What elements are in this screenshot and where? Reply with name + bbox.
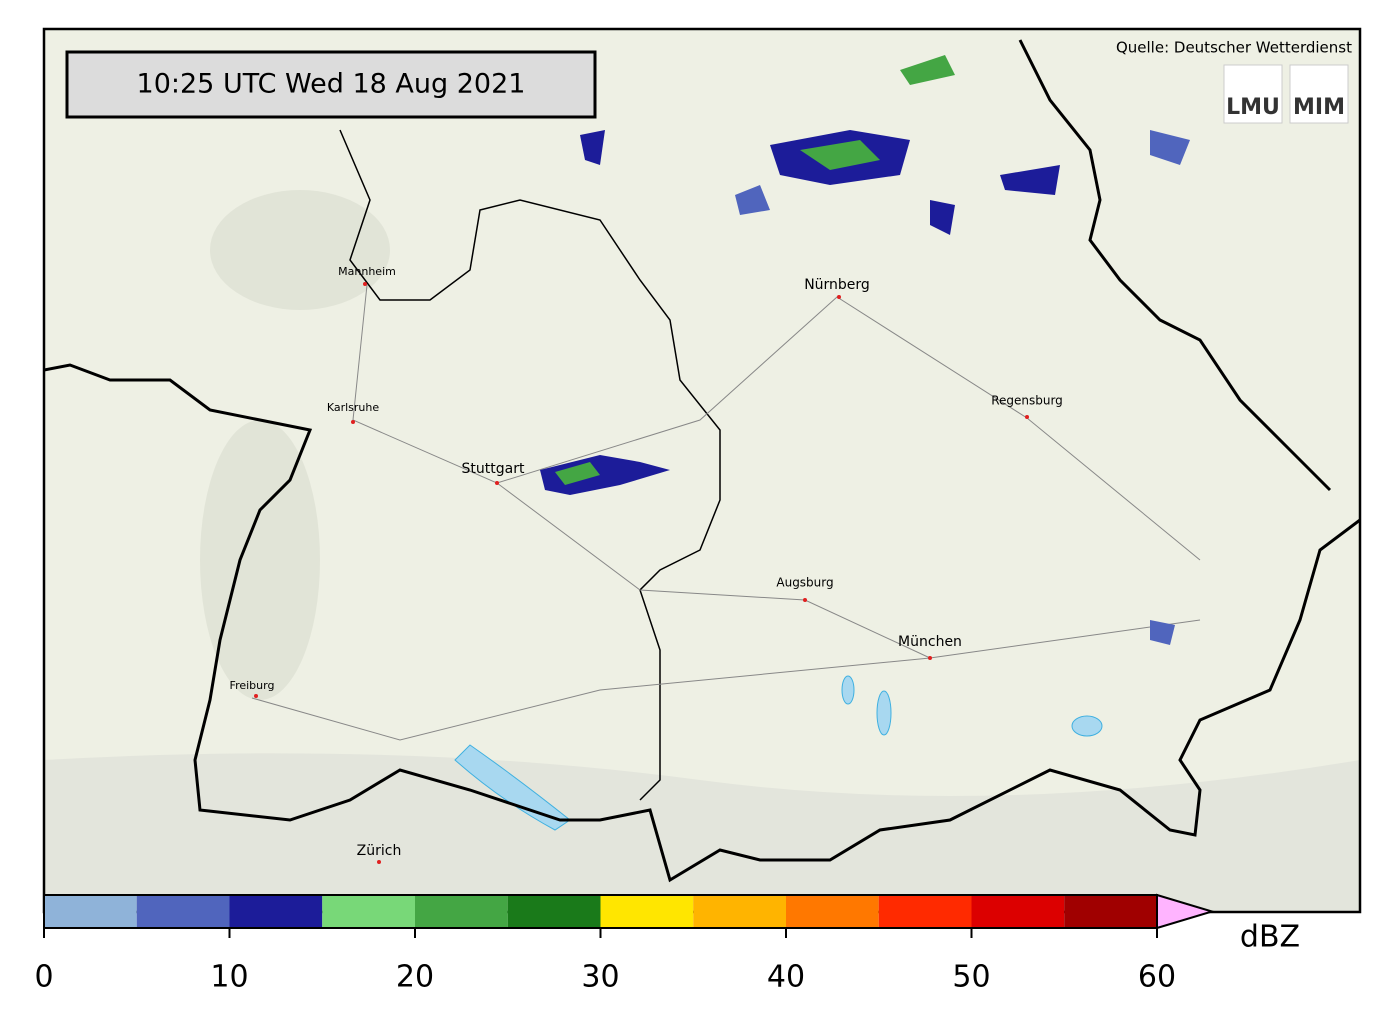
country-borders <box>44 39 1360 883</box>
city-label: Zürich <box>357 843 402 859</box>
timestamp: 10:25 UTC Wed 18 Aug 2021 <box>137 69 526 100</box>
colorbar-segment <box>1064 895 1157 928</box>
lake <box>876 690 892 736</box>
colorbar-segment <box>44 895 137 928</box>
map-area: Mannheim Nürnberg Karlsruhe Regensburg S… <box>44 29 1360 912</box>
colorbar-segment <box>507 895 601 928</box>
colorbar-tick-label: 40 <box>767 960 805 995</box>
lake <box>454 744 571 831</box>
relief <box>200 420 320 700</box>
colorbar-tick-label: 60 <box>1138 960 1176 995</box>
colorbar: 0 10 20 30 40 50 60 dBZ <box>34 893 1300 995</box>
city-dots <box>254 282 1029 864</box>
radar-echo <box>735 185 770 215</box>
radar-echo <box>540 455 670 495</box>
city-label: Mannheim <box>338 265 396 278</box>
radar-echo <box>555 462 600 485</box>
colorbar-segment <box>878 895 972 928</box>
source: Quelle: Deutscher Wetterdienst <box>1116 39 1352 57</box>
radar-echo <box>1000 165 1060 195</box>
logo-box <box>1223 64 1283 124</box>
colorbar-segment <box>322 895 415 928</box>
logo-box <box>1289 64 1349 124</box>
radar-echo <box>800 140 880 170</box>
colorbar-tick-label: 10 <box>210 960 248 995</box>
colorbar-segment <box>229 895 323 928</box>
logo: LMU <box>1226 95 1280 120</box>
colorbar-segment <box>600 895 694 928</box>
city-label: Nürnberg <box>804 277 870 293</box>
colorbar-tick-label: 20 <box>396 960 434 995</box>
colorbar-label: dBZ <box>1240 920 1300 955</box>
city-labels: Mannheim Nürnberg Karlsruhe Regensburg S… <box>230 265 1063 859</box>
timestamp-box <box>65 50 597 119</box>
colorbar-segment <box>415 895 508 928</box>
radar-echo <box>900 55 955 85</box>
city-label: Freiburg <box>230 679 275 692</box>
relief <box>210 190 390 310</box>
radar-echo <box>1150 130 1190 165</box>
city-label: Augsburg <box>776 576 833 590</box>
alps-relief <box>44 753 1360 912</box>
radar-echo <box>580 130 605 165</box>
colorbar-segment <box>786 895 879 928</box>
city-label: München <box>898 634 962 650</box>
state-borders <box>339 129 721 801</box>
colorbar-tick-label: 50 <box>952 960 990 995</box>
lake <box>1071 715 1103 737</box>
colorbar-tick-label: 30 <box>581 960 619 995</box>
colorbar-segment <box>971 895 1065 928</box>
radar-echoes <box>540 55 1190 645</box>
colorbar-tick-label: 0 <box>34 960 53 995</box>
city-label: Karlsruhe <box>327 401 380 414</box>
radar-echo <box>1150 620 1175 645</box>
lake <box>841 675 855 705</box>
radar-echo <box>930 200 955 235</box>
city-label: Regensburg <box>991 394 1063 408</box>
colorbar-segment <box>693 895 786 928</box>
colorbar-segment <box>136 895 230 928</box>
logo: MIM <box>1293 95 1345 120</box>
city-label: Stuttgart <box>462 461 525 477</box>
